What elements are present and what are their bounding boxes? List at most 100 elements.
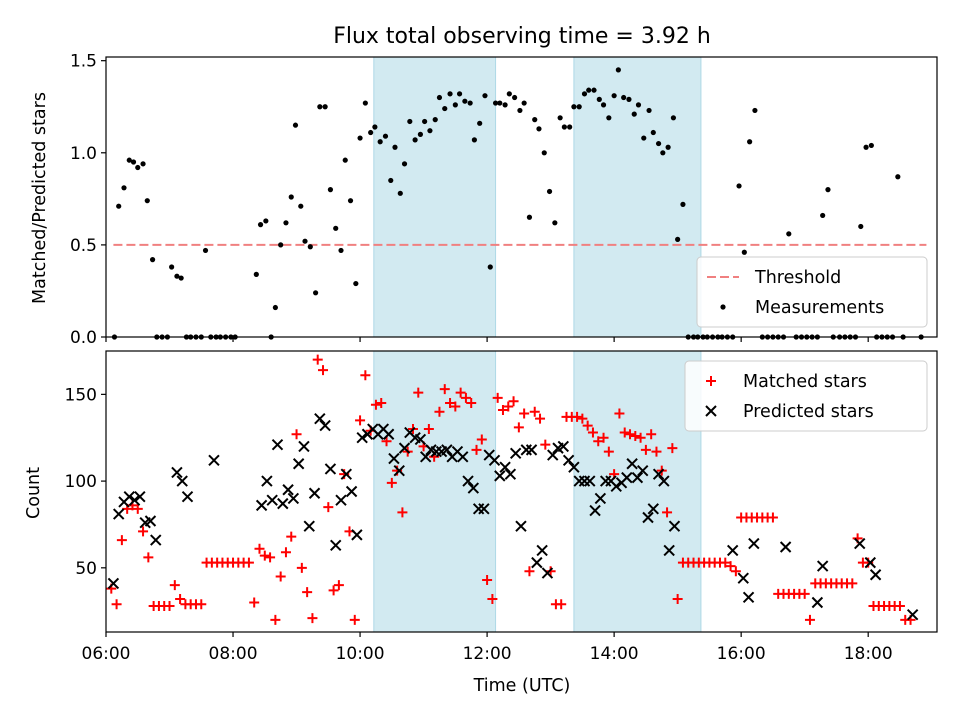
matched-star-point <box>646 429 657 440</box>
predicted-star-point <box>208 454 220 466</box>
predicted-star-point <box>816 560 829 572</box>
measurement-point <box>646 107 652 114</box>
matched-star-point <box>524 566 535 577</box>
predicted-star-point <box>340 468 353 480</box>
matched-star-point <box>587 427 598 438</box>
matched-star-point <box>630 430 641 441</box>
predicted-star-point <box>637 464 649 477</box>
predicted-star-point <box>668 520 681 532</box>
predicted-star-point <box>255 499 268 512</box>
legend-entry-label: Threshold <box>754 268 841 288</box>
bottom-shaded-interval <box>573 350 702 633</box>
predicted-star-point <box>314 412 326 425</box>
measurement-point <box>615 67 621 73</box>
matched-star-point <box>328 585 339 596</box>
measurement-point <box>863 144 869 150</box>
predicted-star-point <box>726 544 739 557</box>
legend-measurement-swatch <box>720 304 726 310</box>
measurement-point <box>347 198 354 204</box>
matched-star-point <box>492 392 503 403</box>
measurement-point <box>302 238 308 244</box>
x-tick-label: 14:00 <box>590 644 639 664</box>
predicted-star-point <box>854 537 866 550</box>
matched-star-point <box>439 384 450 395</box>
matched-star-point <box>169 580 180 591</box>
predicted-star-point <box>181 490 194 503</box>
predicted-star-point <box>663 544 675 557</box>
measurement-point <box>600 102 607 108</box>
matched-star-point <box>302 587 313 598</box>
measurement-point <box>482 93 488 99</box>
x-tick-label: 18:00 <box>844 644 893 664</box>
measurement-point <box>512 94 518 101</box>
predicted-star-point <box>478 503 490 515</box>
predicted-star-point <box>277 497 289 510</box>
measurement-point <box>621 94 627 101</box>
predicted-star-point <box>303 520 315 532</box>
predicted-star-point <box>658 475 670 487</box>
measurement-point <box>487 264 493 270</box>
matched-star-point <box>434 406 445 417</box>
measurement-point <box>292 122 299 128</box>
measurement-point <box>825 187 831 193</box>
predicted-star-point <box>488 454 501 466</box>
matched-star-point <box>296 562 307 573</box>
matched-star-point <box>847 578 858 589</box>
matched-star-point <box>894 600 905 611</box>
legend-entry-label: Measurements <box>755 298 884 318</box>
measurement-point <box>412 137 418 143</box>
measurement-point <box>868 142 874 149</box>
predicted-star-point <box>811 596 824 609</box>
measurement-point <box>631 111 637 117</box>
legend-entry-label: Predicted stars <box>743 402 874 422</box>
predicted-star-point <box>382 428 395 440</box>
matched-star-point <box>275 571 286 582</box>
predicted-star-point <box>134 490 146 503</box>
matched-star-point <box>614 408 625 419</box>
predicted-star-point <box>282 484 294 496</box>
predicted-star-point <box>123 490 135 503</box>
predicted-star-point <box>494 470 506 482</box>
matched-star-point <box>466 398 477 409</box>
predicted-star-point <box>584 475 596 487</box>
measurement-point <box>741 249 747 255</box>
matched-star-point <box>318 365 329 376</box>
measurement-point <box>576 104 582 110</box>
measurement-point <box>357 135 363 141</box>
matched-star-point <box>265 552 276 563</box>
matched-star-point <box>635 432 646 443</box>
measurement-point <box>135 164 141 171</box>
matched-star-point <box>508 396 519 407</box>
matched-star-point <box>625 429 636 440</box>
predicted-star-point <box>388 452 400 465</box>
bottom-y-tick-label: 100 <box>65 472 97 492</box>
matched-star-point <box>720 557 731 568</box>
measurement-point <box>257 222 264 228</box>
predicted-star-point <box>748 537 760 550</box>
predicted-star-point <box>457 451 469 463</box>
measurement-point <box>680 201 686 207</box>
measurement-point <box>546 188 553 195</box>
predicted-star-point <box>128 494 141 506</box>
matched-star-point <box>175 594 186 605</box>
measurement-point <box>288 194 294 200</box>
measurement-point <box>506 91 512 97</box>
predicted-star-point <box>652 468 665 480</box>
matched-star-point <box>413 387 424 398</box>
measurement-point <box>121 185 127 191</box>
predicted-star-point <box>541 567 554 579</box>
measurement-point <box>581 91 588 97</box>
measurement-point <box>462 98 468 104</box>
measurement-point <box>536 126 542 132</box>
matched-star-point <box>270 614 281 625</box>
matched-star-point <box>291 429 302 440</box>
matched-star-point <box>370 399 381 410</box>
predicted-star-point <box>345 485 358 498</box>
measurement-point <box>407 118 413 125</box>
measurement-point <box>169 264 175 270</box>
matched-star-point <box>572 411 583 422</box>
matched-star-point <box>556 599 567 610</box>
measurement-point <box>362 100 368 106</box>
matched-star-point <box>164 600 175 611</box>
